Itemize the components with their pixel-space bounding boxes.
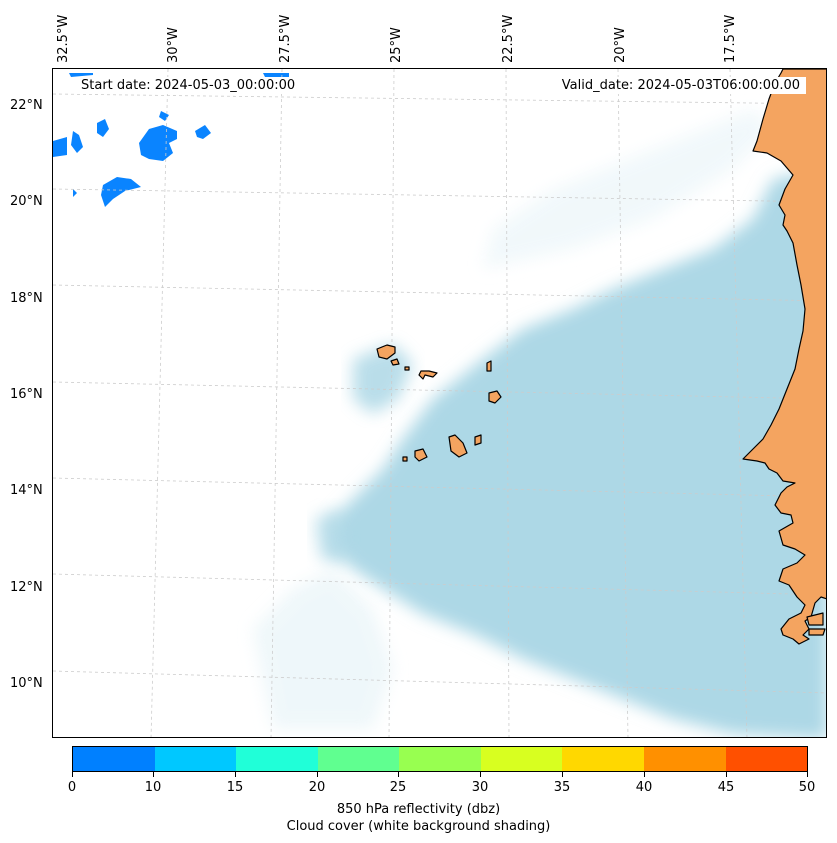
cloud-north-haze — [483, 109, 773, 269]
colorbar-tick — [562, 772, 563, 777]
island-brava — [402, 456, 408, 462]
colorbar-segment — [562, 747, 644, 771]
cloud-cover-layer — [253, 109, 826, 737]
reflectivity-patch — [97, 119, 109, 137]
lat-label-16n: 16°N — [10, 387, 43, 402]
colorbar-segment — [399, 747, 481, 771]
colorbar-tick-label: 50 — [798, 780, 816, 795]
lon-label-20w: 20°W — [613, 27, 628, 63]
gridline-lon-17-5w — [729, 69, 748, 737]
colorbar-tick — [726, 772, 727, 777]
island-fogo — [414, 448, 428, 462]
colorbar-tick — [644, 772, 645, 777]
colorbar-segment — [73, 747, 155, 771]
lon-label-27-5w: 27.5°W — [278, 14, 293, 63]
colorbar-segment — [317, 747, 400, 771]
island-sao-nicolau — [418, 370, 438, 380]
start-date-label: Start date: 2024-05-03_00:00:00 — [75, 77, 302, 94]
reflectivity-patch — [71, 131, 83, 153]
colorbar-tick — [480, 772, 481, 777]
coastal-island — [808, 628, 826, 636]
lon-label-25w: 25°W — [389, 27, 404, 63]
lat-label-10n: 10°N — [10, 676, 43, 691]
colorbar-tick-label: 20 — [308, 780, 326, 795]
map-panel[interactable]: Start date: 2024-05-03_00:00:00 Valid_da… — [52, 68, 827, 738]
africa-landmass — [742, 69, 826, 645]
colorbar-tick — [235, 772, 236, 777]
reflectivity-patch — [139, 125, 177, 161]
gridline-lon-27-5w — [270, 69, 283, 737]
reflectivity-patch — [263, 73, 289, 77]
colorbar-tick-label: 40 — [635, 780, 653, 795]
cape-verde-islands — [376, 344, 502, 462]
gridline-lat-20n — [53, 188, 826, 203]
lat-label-18n: 18°N — [10, 291, 43, 306]
colorbar-tick-label: 35 — [553, 780, 571, 795]
reflectivity-patch — [73, 189, 77, 197]
colorbar-tick — [398, 772, 399, 777]
cloud-main-mass — [333, 169, 826, 737]
lon-label-30w: 30°W — [166, 27, 181, 63]
valid-date-label: Valid_date: 2024-05-03T06:00:00.00 — [555, 77, 806, 94]
colorbar-tick-label: 30 — [471, 780, 489, 795]
colorbar-tick-label: 45 — [717, 780, 735, 795]
gridline-lat-22n — [53, 93, 826, 105]
colorbar-segment — [154, 747, 237, 771]
island-maio — [474, 434, 482, 446]
graticule — [53, 69, 826, 737]
lon-label-32-5w: 32.5°W — [56, 14, 71, 63]
colorbar-segment — [725, 747, 808, 771]
gridline-lon-30w — [150, 69, 169, 737]
island-santa-luzia — [404, 366, 410, 371]
gridline-lon-20w — [617, 69, 629, 737]
island-santo-antao — [376, 344, 396, 360]
cloud-thin-haze — [253, 569, 393, 729]
coastal-island — [806, 612, 824, 626]
island-sao-vicente — [390, 358, 400, 366]
colorbar-tick-label: 10 — [144, 780, 162, 795]
lat-label-12n: 12°N — [10, 580, 43, 595]
colorbar-sublabel: Cloud cover (white background shading) — [286, 819, 551, 834]
lon-label-17-5w: 17.5°W — [723, 14, 738, 63]
lat-label-14n: 14°N — [10, 483, 43, 498]
colorbar — [72, 746, 808, 772]
colorbar-segment — [480, 747, 563, 771]
lat-label-22n: 22°N — [10, 98, 43, 113]
colorbar-label: 850 hPa reflectivity (dbz) — [336, 802, 501, 817]
colorbar-tick-label: 25 — [389, 780, 407, 795]
reflectivity-patch — [53, 137, 67, 157]
reflectivity-patch — [159, 111, 169, 121]
reflectivity-patch — [195, 125, 211, 139]
lat-label-20n: 20°N — [10, 194, 43, 209]
cloud-southwest-patch — [315, 509, 353, 564]
island-boa-vista — [488, 390, 502, 404]
reflectivity-patch — [69, 73, 93, 77]
colorbar-tick-label: 15 — [226, 780, 244, 795]
colorbar-tick — [72, 772, 73, 777]
gridline-lon-22-5w — [505, 69, 510, 737]
land-layer — [742, 69, 826, 645]
map-canvas — [53, 69, 826, 737]
colorbar-segment — [236, 747, 318, 771]
island-sal — [486, 360, 492, 372]
colorbar-tick — [807, 772, 808, 777]
lon-label-22-5w: 22.5°W — [501, 14, 516, 63]
colorbar-tick — [317, 772, 318, 777]
reflectivity-layer — [53, 73, 289, 207]
colorbar-tick-label: 0 — [67, 780, 77, 795]
island-santiago — [448, 434, 468, 458]
reflectivity-patch — [101, 177, 141, 207]
gridline-lon-25w — [388, 69, 395, 737]
colorbar-tick — [153, 772, 154, 777]
colorbar-segment — [643, 747, 726, 771]
